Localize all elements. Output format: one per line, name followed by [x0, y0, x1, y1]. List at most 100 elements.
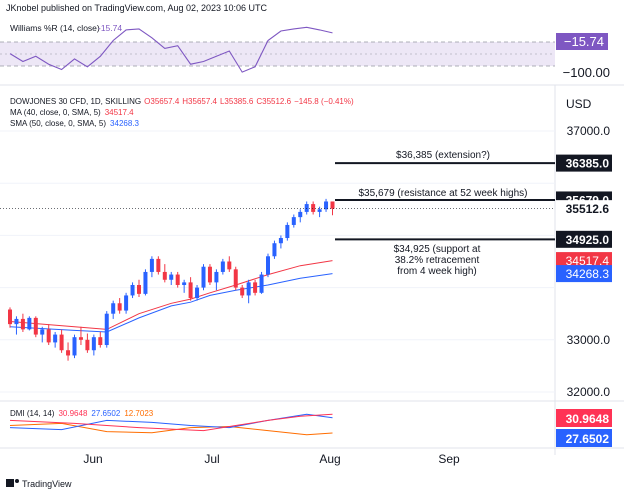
- ma-legend: MA (40, close, 0, SMA, 5) 34517.4: [10, 108, 134, 117]
- candle-body: [317, 209, 322, 212]
- williams-pane[interactable]: Williams %R (14, close) -15.74 −15.74 −1…: [0, 23, 610, 80]
- candle-body: [195, 287, 200, 299]
- candle-body: [20, 318, 25, 330]
- candle-body: [40, 329, 45, 335]
- candle-body: [14, 318, 19, 325]
- candle-body: [33, 317, 38, 335]
- candle-body: [227, 261, 232, 270]
- dmi-v3: 12.7023: [124, 409, 153, 418]
- candle-body: [188, 282, 193, 299]
- dmi-v1: 30.9648: [58, 409, 87, 418]
- ma-label: MA (40, close, 0, SMA, 5): [10, 108, 101, 117]
- williams-badge: [556, 33, 608, 50]
- candle-body: [59, 334, 64, 351]
- sma-label: SMA (50, close, 0, SMA, 5): [10, 119, 106, 128]
- candle-body: [311, 204, 316, 212]
- currency-label: USD: [566, 97, 592, 111]
- close-value: C35512.6: [256, 97, 291, 106]
- open-value: O35657.4: [144, 97, 180, 106]
- candle-body: [304, 204, 309, 212]
- support-annotation-line2: 38.2% retracement: [395, 255, 480, 266]
- sma-badge-text: 34268.3: [566, 267, 610, 281]
- dmi-v2: 27.6502: [91, 409, 120, 418]
- candle-body: [272, 243, 277, 257]
- candle-body: [149, 258, 154, 272]
- candle-body: [53, 334, 58, 343]
- tradingview-brand: TradingView: [22, 479, 72, 489]
- y-tick-33000: 33000.0: [567, 333, 611, 347]
- candle-body: [66, 350, 71, 356]
- x-tick-jul: Jul: [204, 452, 219, 466]
- ma-badge: [556, 252, 612, 270]
- tradingview-logo-dot: [15, 479, 19, 483]
- high-value: H35657.4: [182, 97, 217, 106]
- candle-body: [27, 317, 32, 330]
- candle-body: [162, 271, 167, 280]
- resistance-annotation: $35,679 (resistance at 52 week highs): [359, 188, 528, 199]
- candle-body: [182, 282, 187, 285]
- candle-body: [266, 256, 270, 275]
- low-value: L35385.6: [220, 97, 254, 106]
- tradingview-logo: TradingView: [6, 479, 72, 489]
- ma-badge-text: 34517.4: [566, 254, 610, 268]
- extension-badge: [556, 154, 612, 172]
- candle-body: [111, 303, 116, 314]
- candle-body: [278, 238, 283, 244]
- candle-body: [207, 266, 212, 283]
- candle-body: [124, 295, 129, 311]
- extension-badge-text: 36385.0: [566, 157, 610, 171]
- publisher-line: JKnobel published on TradingView.com, Au…: [6, 3, 268, 13]
- candle-body: [143, 271, 148, 294]
- time-axis: Jun Jul Aug Sep: [83, 452, 460, 466]
- sma50-line: [9, 273, 333, 333]
- candle-body: [330, 201, 335, 209]
- dmi-adx-badge-text: 30.9648: [566, 412, 610, 426]
- williams-r-line: [9, 26, 333, 73]
- candle-body: [246, 282, 251, 296]
- candle-body: [220, 261, 225, 272]
- last-price-badge: [556, 200, 612, 218]
- support-annotation-line3: from 4 week high): [397, 266, 476, 277]
- candle-body: [72, 337, 77, 356]
- candle-body: [156, 258, 161, 272]
- candle-body: [324, 201, 329, 210]
- price-badges: 36385.0 35679.0 35512.6 34925.0 34517.4 …: [556, 154, 612, 283]
- candle-body: [130, 284, 135, 296]
- candle-body: [201, 266, 206, 288]
- y-tick-37000: 37000.0: [567, 124, 611, 138]
- y-tick-32000: 32000.0: [567, 385, 611, 399]
- price-pane[interactable]: $36,385 (extension?) $35,679 (resistance…: [0, 85, 612, 455]
- williams-label: Williams %R (14, close): [10, 23, 100, 33]
- dmi-adx-badge: [556, 409, 612, 427]
- candle-body: [117, 303, 122, 311]
- candle-body: [240, 287, 245, 296]
- candle-body: [291, 217, 296, 225]
- candle-body: [169, 274, 174, 280]
- dmi-adx-line: [9, 413, 333, 432]
- sma-value: 34268.3: [110, 119, 139, 128]
- candle-body: [137, 284, 141, 294]
- price-axis-ticks: 37000.0 33000.0 32000.0: [567, 124, 611, 399]
- candle-body: [233, 269, 238, 288]
- candle-body: [46, 329, 51, 343]
- ma40-line: [9, 260, 333, 330]
- candle-body: [259, 274, 264, 293]
- support-annotation-line1: $34,925 (support at: [394, 244, 481, 255]
- candle-body: [298, 211, 303, 218]
- williams-value: -15.74: [98, 23, 122, 33]
- support-badge: [556, 230, 612, 248]
- candle-body: [175, 274, 180, 285]
- x-tick-jun: Jun: [83, 452, 102, 466]
- candle-body: [253, 282, 258, 293]
- dmi-pane[interactable]: DMI (14, 14) 30.9648 27.6502 12.7023 30.964…: [9, 409, 612, 447]
- williams-axis-label: −100.00: [563, 65, 610, 80]
- candle-body: [214, 271, 219, 283]
- candles: [8, 198, 335, 361]
- sma-legend: SMA (50, close, 0, SMA, 5) 34268.3: [10, 119, 140, 128]
- candle-body: [85, 339, 90, 351]
- x-tick-sep: Sep: [438, 452, 460, 466]
- last-price-badge-text: 35512.6: [566, 202, 610, 216]
- dmi-legend: DMI (14, 14) 30.9648 27.6502 12.7023: [10, 409, 154, 418]
- moving-average-lines: [9, 260, 333, 333]
